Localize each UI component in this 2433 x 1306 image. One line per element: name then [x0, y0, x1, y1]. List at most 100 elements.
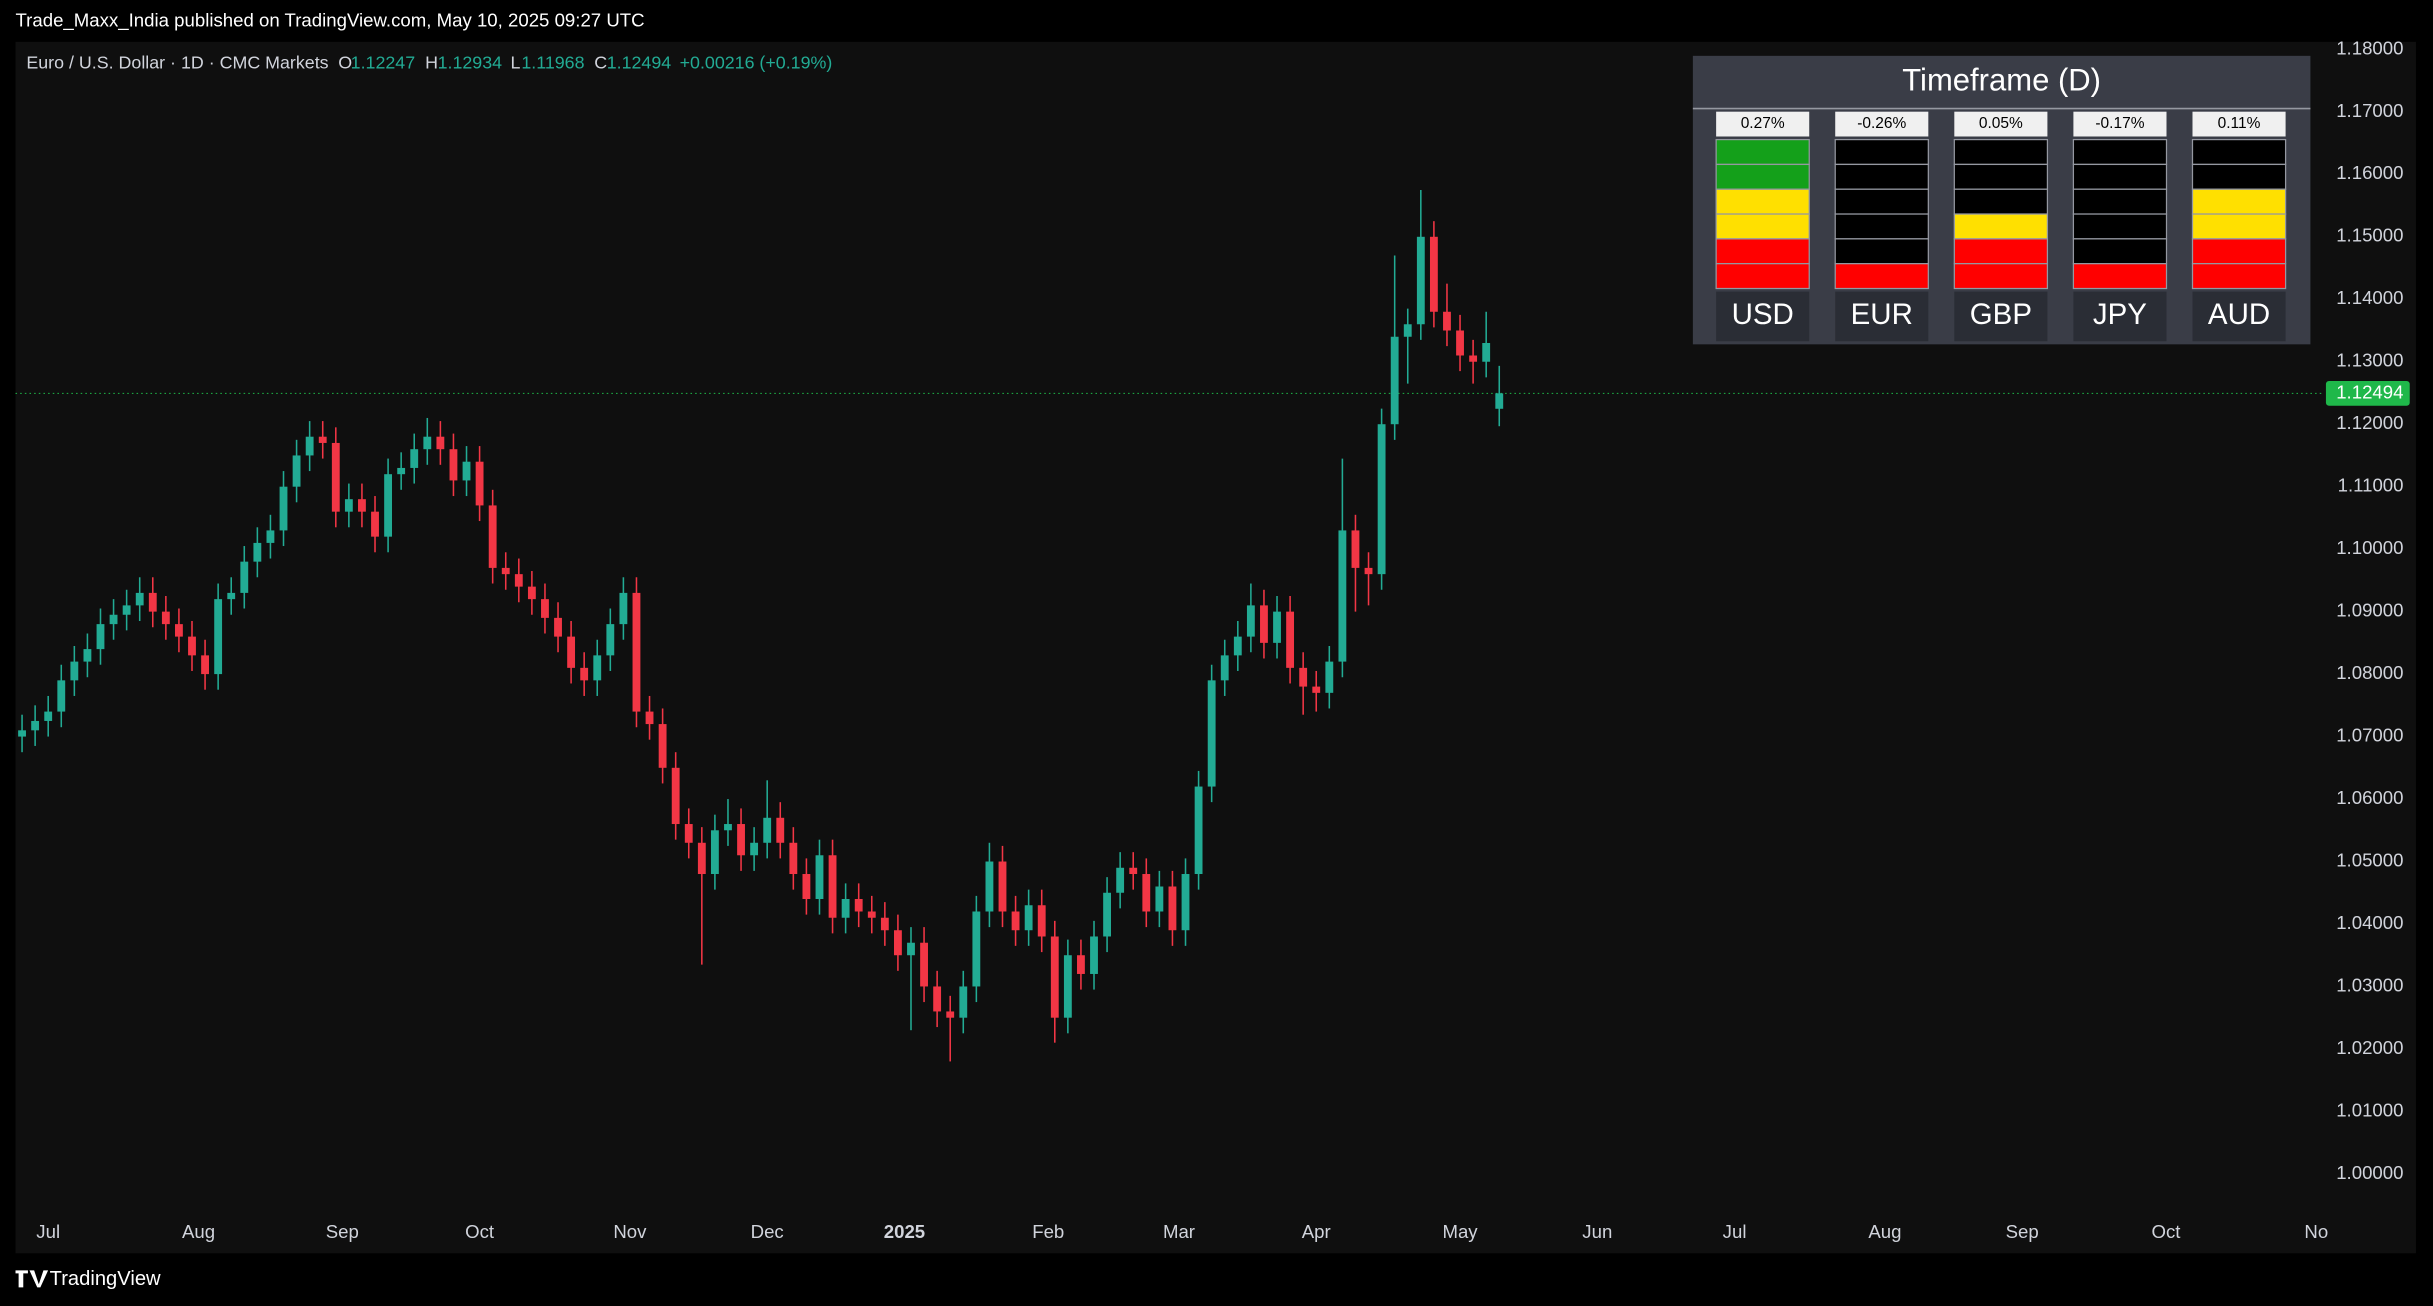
x-tick-label: Jul — [36, 1221, 60, 1242]
candle-body — [1207, 680, 1216, 787]
currency-cell — [2192, 291, 2286, 342]
candle-body — [841, 899, 850, 918]
strength-cell — [2072, 213, 2168, 240]
change-label: -0.17% — [2095, 115, 2144, 132]
candle-body — [1495, 393, 1504, 409]
strength-cell — [1834, 213, 1929, 240]
x-tick-label: Sep — [326, 1221, 359, 1242]
ohlc-value: 1.12247 — [351, 52, 416, 72]
candle-body — [331, 442, 340, 512]
candle-body — [436, 436, 445, 450]
candle-body — [815, 855, 824, 900]
last-price-tag — [2325, 380, 2410, 406]
y-tick-label: 1.17000 — [2336, 100, 2403, 121]
candle-body — [423, 436, 432, 450]
footer: TradingView — [15, 1268, 161, 1290]
candle-body — [710, 830, 719, 875]
currency-label: EUR — [1851, 298, 1913, 331]
change-label: 0.27% — [1741, 115, 1785, 132]
candle-body — [1090, 936, 1098, 974]
strength-cell — [1715, 213, 1810, 240]
candle-body — [449, 449, 458, 481]
candle-body — [789, 842, 798, 875]
candle-body — [1233, 636, 1242, 656]
y-tick-label: 1.09000 — [2336, 600, 2403, 621]
candle-body — [1416, 236, 1425, 325]
ohlc-label: L — [510, 52, 520, 72]
ohlc-value: 1.12934 — [438, 52, 503, 72]
candle-body — [161, 611, 170, 625]
candle-body — [1129, 867, 1138, 875]
strength-cell — [1953, 163, 2049, 190]
candle-body — [188, 636, 196, 656]
candle-body — [1456, 330, 1464, 356]
currency-cell — [2073, 291, 2167, 342]
candle-body — [397, 467, 406, 475]
last-price-label: 1.12494 — [2336, 381, 2403, 402]
strength-cell — [2191, 163, 2287, 190]
change-cell — [1835, 111, 1929, 137]
y-tick-label: 1.08000 — [2336, 662, 2403, 683]
candle-body — [1403, 324, 1412, 337]
strength-cell — [1834, 263, 1929, 290]
candle-body — [358, 499, 366, 512]
x-tick-label: Dec — [751, 1221, 784, 1242]
candle-body — [501, 567, 510, 575]
candle-body — [541, 599, 549, 618]
candle-body — [1155, 886, 1164, 912]
candle-body — [70, 661, 79, 681]
candle-body — [1312, 686, 1321, 693]
candle-body — [1220, 655, 1229, 681]
candle-body — [697, 842, 706, 875]
candle-body — [1103, 892, 1112, 937]
candle-body — [1011, 911, 1020, 931]
x-tick-label: Jun — [1582, 1221, 1612, 1242]
candle-body — [1260, 605, 1268, 643]
y-tick-label: 1.00000 — [2336, 1162, 2403, 1183]
y-tick-label: 1.18000 — [2336, 37, 2403, 58]
candle-body — [214, 599, 223, 675]
y-tick-label: 1.05000 — [2336, 849, 2403, 870]
strength-cell — [1715, 188, 1810, 215]
currency-cell — [1835, 291, 1929, 342]
candle-body — [384, 474, 393, 537]
candle-body — [1077, 955, 1085, 974]
change-label: -0.26% — [1857, 115, 1906, 132]
strength-panel: Timeframe (D) 0.27% USD -0.26% EUR 0.05% GBP -… — [1692, 55, 2311, 345]
candle-body — [527, 586, 536, 600]
x-tick-label: Sep — [2006, 1221, 2039, 1242]
x-tick-label: Oct — [2151, 1221, 2181, 1242]
candle-body — [907, 942, 915, 956]
candle-body — [201, 655, 209, 675]
candle-body — [1181, 874, 1190, 931]
brand-name: TradingView — [50, 1268, 161, 1290]
y-tick-label: 1.07000 — [2336, 724, 2403, 745]
candle-body — [57, 680, 66, 712]
strength-cell — [1715, 163, 1810, 190]
candle-body — [737, 824, 745, 856]
candle-body — [1116, 867, 1125, 893]
candle-body — [462, 461, 471, 481]
candle-body — [580, 667, 589, 681]
x-tick-label: 2025 — [884, 1221, 925, 1242]
candle-body — [1390, 336, 1399, 425]
candle-body — [1024, 905, 1033, 931]
ohlc-change: +0.00216 (+0.19%) — [680, 52, 833, 72]
currency-label: GBP — [1970, 298, 2032, 331]
symbol-title: Euro / U.S. Dollar · 1D · CMC Markets — [26, 52, 328, 72]
y-tick-label: 1.16000 — [2336, 162, 2403, 183]
candle-body — [109, 614, 118, 625]
candle-body — [1142, 874, 1151, 912]
candle-body — [1351, 530, 1360, 568]
strength-cell — [1953, 138, 2049, 166]
candle-body — [658, 724, 667, 768]
x-tick-label: Nov — [613, 1221, 647, 1242]
candle-body — [1469, 355, 1478, 362]
candle-body — [1364, 567, 1373, 575]
currency-label: USD — [1732, 298, 1794, 331]
currency-cell — [1716, 291, 1810, 342]
ohlc-label: O — [338, 52, 352, 72]
candle-body — [632, 592, 641, 712]
